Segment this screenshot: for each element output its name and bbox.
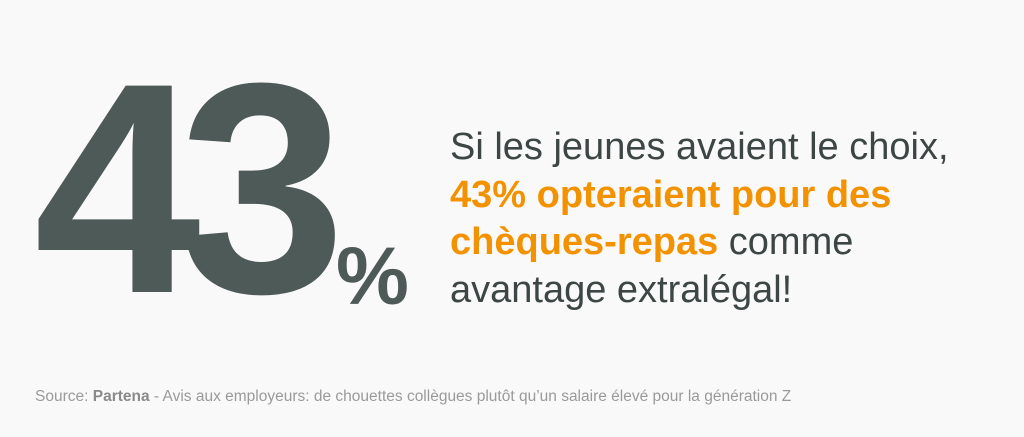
source-publisher: Partena (92, 388, 150, 405)
source-label: Source: (35, 388, 89, 405)
source: Source: Partena - Avis aux employeurs: d… (35, 388, 791, 406)
stat-number: 43 (34, 20, 346, 356)
statement-text: comme (728, 221, 854, 263)
statement-highlight: 43% opteraient pour des (450, 173, 892, 216)
statement-intro: Si les jeunes avaient le choix, (450, 126, 949, 168)
statement-highlight: chèques-repas (450, 221, 719, 263)
stat-unit: % (336, 231, 409, 322)
statement: Si les jeunes avaient le choix, 43% opte… (450, 124, 1010, 314)
statement-text: avantage extralégal! (450, 268, 793, 311)
source-text: - Avis aux employeurs: de chouettes coll… (153, 388, 792, 405)
